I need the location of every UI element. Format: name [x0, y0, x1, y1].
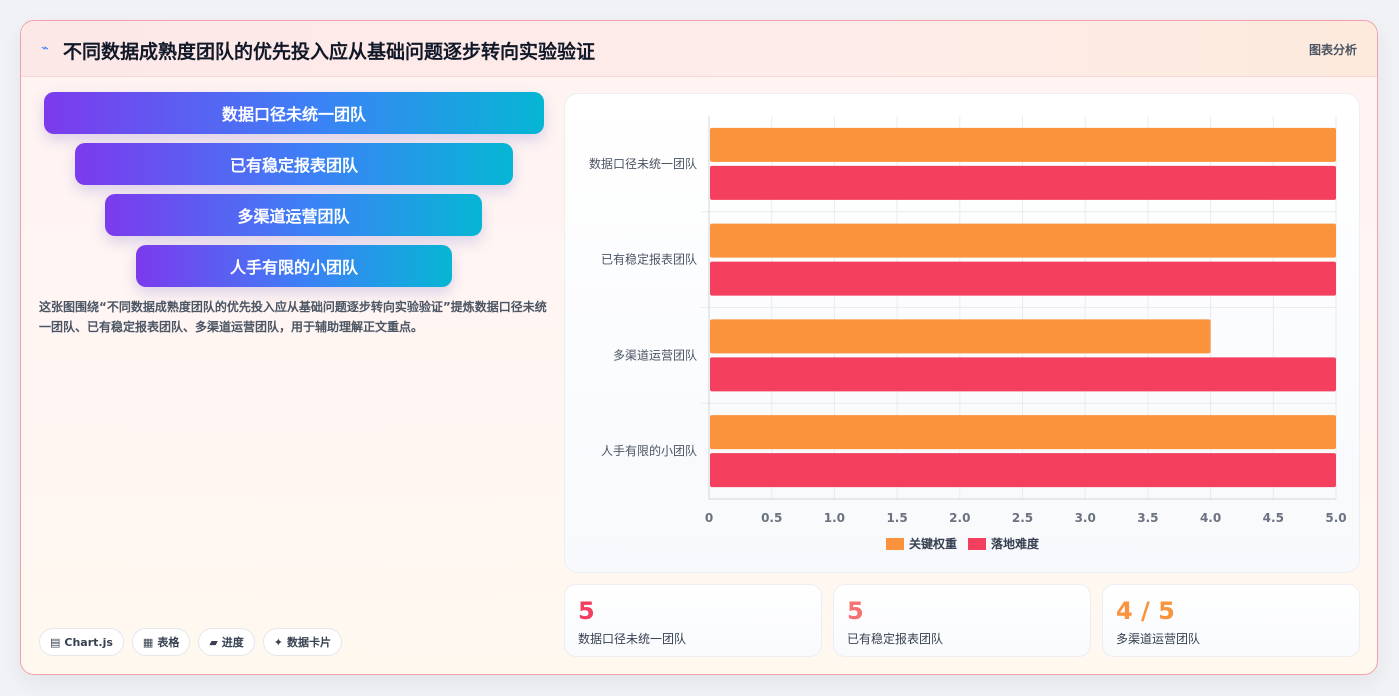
bar-difficulty: [710, 165, 1336, 200]
x-tick-label: 4.0: [1200, 511, 1221, 525]
tag-chartjs[interactable]: ▤ Chart.js: [39, 628, 124, 656]
stat-card: 4 / 5 多渠道运营团队: [1102, 584, 1360, 657]
stat-value: 5: [578, 597, 595, 625]
legend-label: 落地难度: [991, 536, 1040, 551]
tag-label: Chart.js: [64, 635, 113, 649]
y-tick-label: 人手有限的小团队: [601, 443, 697, 458]
x-tick-label: 3.5: [1137, 511, 1158, 525]
x-tick-label: 0: [705, 511, 713, 525]
bar-chart: 0 0.5 1.0 1.5 2.0 2.5 3.0 3.5 4.0 4.5 5.0 数据口径未统一团队…: [589, 116, 1347, 551]
funnel-item: 数据口径未统一团队: [44, 92, 544, 134]
stat-label: 多渠道运营团队: [1116, 632, 1201, 646]
funnel-item-label: 多渠道运营团队: [237, 207, 350, 226]
x-tick-label: 4.5: [1263, 511, 1284, 525]
y-tick-label: 已有稳定报表团队: [601, 252, 697, 267]
header: ⌁ 不同数据成熟度团队的优先投入应从基础问题逐步转向实验验证 图表分析: [21, 21, 1377, 77]
legend-swatch: [886, 538, 904, 550]
tag-data-card[interactable]: ✦ 数据卡片: [262, 628, 343, 656]
x-tick-label: 2.0: [949, 511, 970, 525]
x-tick-label: 1.5: [886, 511, 907, 525]
stat-card: 5 数据口径未统一团队: [564, 584, 822, 657]
bar-key-weight: [710, 319, 1211, 354]
page-title: 不同数据成熟度团队的优先投入应从基础问题逐步转向实验验证: [63, 41, 596, 63]
bar-key-weight: [710, 127, 1336, 162]
x-tick-label: 0.5: [761, 511, 782, 525]
legend-swatch: [968, 538, 986, 550]
progress-icon: ▰: [209, 635, 218, 649]
funnel-item-label: 数据口径未统一团队: [221, 105, 366, 124]
x-tick-label: 1.0: [824, 511, 845, 525]
tag-progress[interactable]: ▰ 进度: [198, 628, 255, 656]
stat-card: 5 已有稳定报表团队: [833, 584, 1091, 657]
legend-label: 关键权重: [909, 536, 957, 551]
chart-icon: ▤: [50, 635, 61, 649]
tag-list: ▤ Chart.js ▦ 表格 ▰ 进度 ✦ 数据卡片: [39, 628, 343, 656]
y-tick-label: 多渠道运营团队: [613, 347, 697, 362]
main-card: ⌁ 不同数据成熟度团队的优先投入应从基础问题逐步转向实验验证 图表分析 数据口径…: [20, 20, 1378, 675]
funnel-item: 已有稳定报表团队: [75, 143, 513, 185]
funnel-item: 多渠道运营团队: [105, 194, 482, 236]
funnel-item: 人手有限的小团队: [136, 245, 452, 287]
funnel-item-label: 人手有限的小团队: [229, 258, 358, 277]
tag-label: 进度: [221, 636, 244, 649]
bar-difficulty: [710, 261, 1336, 296]
stat-label: 已有稳定报表团队: [847, 632, 944, 646]
bar-difficulty: [710, 357, 1336, 392]
funnel-item-label: 已有稳定报表团队: [229, 156, 358, 175]
bar-key-weight: [710, 415, 1336, 450]
table-icon: ▦: [142, 635, 154, 649]
x-tick-label: 2.5: [1012, 511, 1033, 525]
x-tick-label: 5.0: [1325, 511, 1346, 525]
sparkle-icon: ✦: [273, 635, 284, 649]
tag-table[interactable]: ▦ 表格: [131, 628, 191, 656]
x-tick-label: 3.0: [1075, 511, 1096, 525]
bar-difficulty: [710, 453, 1336, 488]
stat-label: 数据口径未统一团队: [578, 632, 687, 646]
stat-value: 5: [847, 597, 864, 625]
chart-panel: 0 0.5 1.0 1.5 2.0 2.5 3.0 3.5 4.0 4.5 5.0 数据口径未统一团队…: [564, 93, 1360, 573]
description: 这张图围绕“不同数据成熟度团队的优先投入应从基础问题逐步转向实验验证”提炼数据口…: [39, 300, 547, 334]
stat-value: 4 / 5: [1116, 597, 1175, 625]
tag-label: 数据卡片: [287, 636, 332, 649]
chart-analysis-label: 图表分析: [1308, 43, 1357, 57]
tag-label: 表格: [157, 636, 180, 649]
bar-key-weight: [710, 223, 1336, 258]
pulse-icon: ⌁: [41, 41, 49, 56]
y-tick-label: 数据口径未统一团队: [589, 156, 697, 171]
